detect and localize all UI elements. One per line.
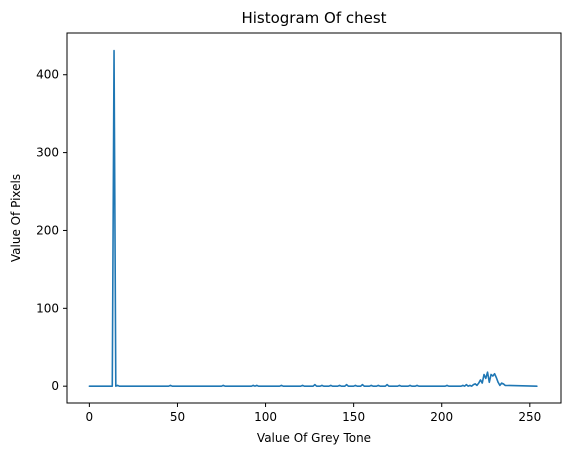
x-axis: 0 50 100 150 200 250 [86, 403, 541, 424]
y-tick-label: 0 [51, 379, 59, 393]
y-tick-label: 200 [36, 223, 59, 237]
chart-title: Histogram Of chest [241, 9, 386, 27]
x-tick-label: 0 [86, 410, 94, 424]
y-axis: 0 100 200 300 400 [36, 68, 67, 393]
series-layer [88, 49, 538, 387]
y-tick-label: 400 [36, 68, 59, 82]
y-axis-label: Value Of Pixels [9, 174, 23, 262]
y-tick-label: 300 [36, 146, 59, 160]
x-axis-label: Value Of Grey Tone [257, 431, 371, 445]
x-tick-label: 150 [342, 410, 365, 424]
y-tick-label: 100 [36, 301, 59, 315]
plot-frame [66, 32, 562, 404]
x-tick-label: 200 [430, 410, 453, 424]
x-tick-label: 100 [254, 410, 277, 424]
x-tick-label: 250 [518, 410, 541, 424]
x-tick-label: 50 [170, 410, 185, 424]
plot-area [66, 32, 562, 404]
series-line-0 [88, 49, 538, 387]
